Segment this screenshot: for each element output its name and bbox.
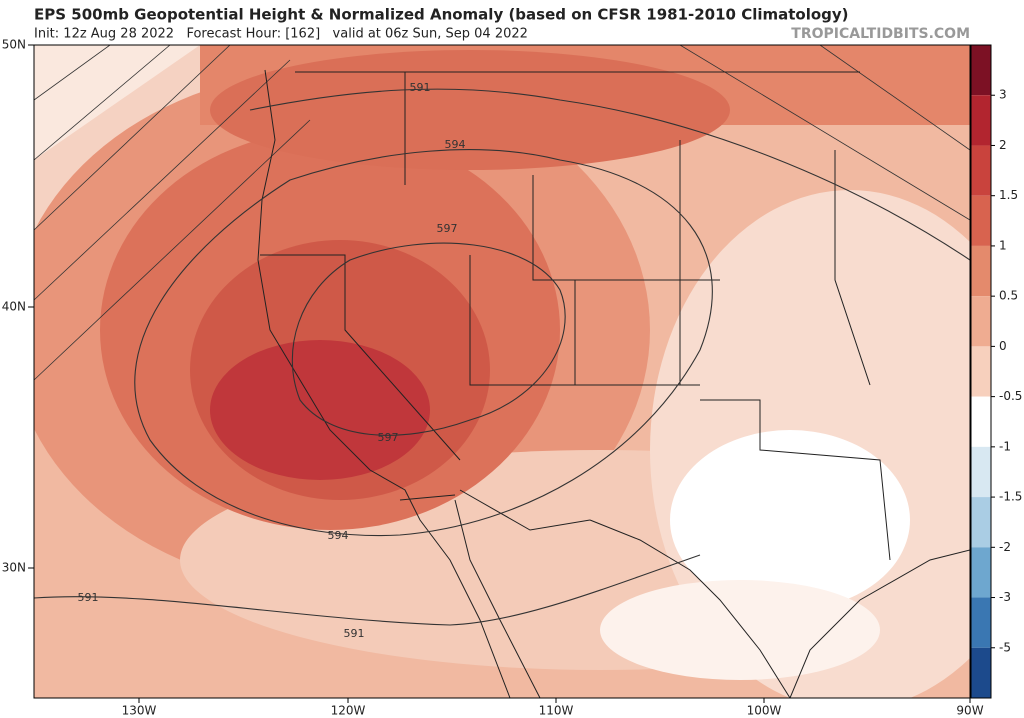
colorbar-band — [971, 245, 991, 297]
colorbar-label: -1.5 — [999, 490, 1022, 504]
colorbar-label: -0.5 — [999, 389, 1022, 403]
colorbar-label: -5 — [999, 640, 1011, 654]
colorbar-band — [971, 45, 991, 96]
lon-label: 100W — [747, 704, 782, 718]
colorbar-label: 1 — [999, 238, 1007, 252]
colorbar-frame — [970, 44, 992, 699]
contour-label: 597 — [437, 222, 458, 235]
colorbar-label: 3 — [999, 88, 1007, 102]
map — [34, 45, 970, 698]
colorbar-band — [971, 195, 991, 246]
contour-label: 591 — [344, 627, 365, 640]
contour-labels: 591 594 597 597 594 591 591 — [78, 81, 466, 640]
lon-label: 90W — [956, 704, 983, 718]
colorbar-label: 0 — [999, 339, 1007, 353]
lat-label: 30N — [2, 561, 26, 575]
colorbar-band — [971, 145, 991, 196]
contour-label: 591 — [78, 591, 99, 604]
contour-label: 594 — [445, 138, 466, 151]
colorbar-label: -3 — [999, 590, 1011, 604]
colorbar-label: -1 — [999, 439, 1011, 453]
lon-label: 130W — [122, 704, 157, 718]
axes: 50N 40N 30N 130W 120W 110W 100W 90W — [2, 38, 984, 718]
colorbar-band — [971, 346, 991, 397]
colorbar-band — [971, 396, 991, 447]
contour-label: 597 — [378, 431, 399, 444]
subtitle: Init: 12z Aug 28 2022 Forecast Hour: [16… — [34, 27, 528, 42]
lon-label: 110W — [539, 704, 574, 718]
colorbar-label: 2 — [999, 138, 1007, 152]
contour-label: 594 — [328, 529, 349, 542]
contour-label: 591 — [410, 81, 431, 94]
lon-label: 120W — [331, 704, 366, 718]
colorbar: 3 2 1.5 1 0.5 0 -0.5 -1 -1.5 -2 -3 -5 — [970, 44, 1022, 699]
title: EPS 500mb Geopotential Height & Normaliz… — [34, 6, 849, 24]
lat-label: 50N — [2, 38, 26, 52]
colorbar-label: 1.5 — [999, 188, 1018, 202]
colorbar-band — [971, 497, 991, 548]
colorbar-label: -2 — [999, 540, 1011, 554]
colorbar-band — [971, 597, 991, 648]
watermark: TROPICALTIDBITS.COM — [791, 26, 970, 42]
map-frame — [33, 44, 971, 699]
colorbar-band — [971, 446, 991, 498]
colorbar-band — [971, 95, 991, 146]
colorbar-band — [971, 547, 991, 598]
colorbar-band — [971, 296, 991, 347]
colorbar-band — [971, 647, 991, 698]
colorbar-label: 0.5 — [999, 289, 1018, 303]
lat-label: 40N — [2, 300, 26, 314]
